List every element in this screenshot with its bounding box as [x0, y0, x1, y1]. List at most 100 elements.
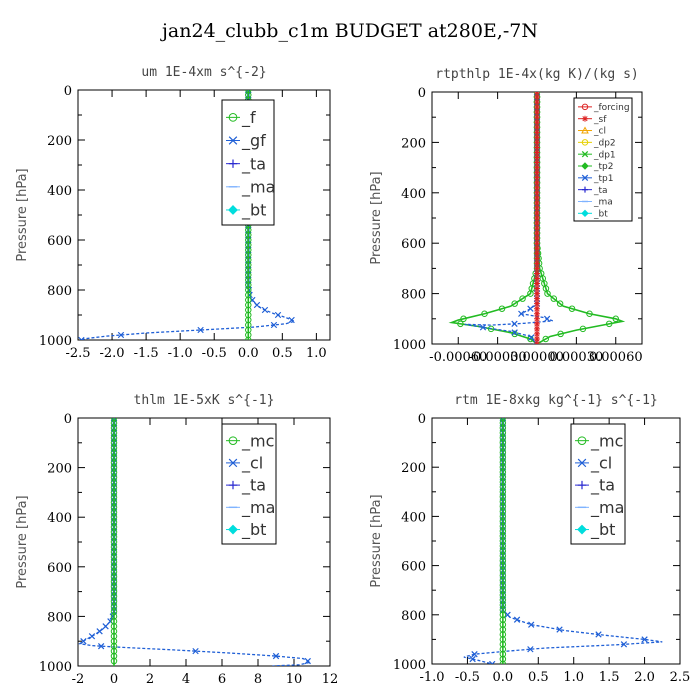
figure-title: jan24_clubb_c1m BUDGET at280E,-7N [162, 20, 538, 42]
data-marker [110, 588, 118, 595]
data-marker [534, 330, 540, 337]
legend-marker [577, 436, 587, 446]
data-marker [534, 220, 540, 227]
data-marker [586, 310, 593, 318]
data-marker [110, 533, 118, 541]
data-marker [499, 586, 507, 594]
data-marker [534, 189, 540, 196]
legend-entry-label: _cl [590, 453, 612, 473]
data-marker [499, 636, 507, 643]
data-marker [499, 616, 507, 623]
data-marker [579, 325, 587, 333]
y-tick-label: 1000 [39, 660, 72, 675]
data-marker [499, 483, 507, 491]
data-marker [489, 660, 496, 664]
data-marker [97, 642, 105, 650]
data-marker [534, 300, 540, 307]
data-marker [499, 522, 507, 530]
legend-entry-label: _bt [593, 209, 608, 219]
data-marker [110, 528, 118, 536]
data-marker [499, 518, 507, 525]
data-marker [110, 583, 118, 590]
data-marker [499, 582, 507, 589]
data-marker [534, 94, 540, 101]
data-marker [534, 265, 540, 272]
x-tick-label: 4 [182, 672, 190, 687]
y-tick-label: 600 [47, 234, 72, 249]
data-marker [534, 124, 540, 131]
data-marker [612, 315, 619, 323]
data-marker [534, 159, 540, 166]
data-marker [534, 245, 540, 252]
data-marker [499, 650, 507, 658]
data-marker [499, 418, 507, 422]
x-tick-label: -2 [72, 672, 85, 687]
data-marker [110, 593, 118, 600]
data-marker [534, 209, 540, 216]
data-marker [96, 628, 103, 635]
legend-entry-label: _ta [241, 476, 266, 496]
x-tick-label: 0.5 [528, 670, 549, 685]
legend: _mc_cl _ta_ma_bt [570, 423, 626, 545]
data-marker [270, 321, 278, 329]
data-marker [519, 295, 526, 302]
data-marker [534, 270, 540, 277]
data-marker [499, 577, 507, 584]
legend-entry-label: _dp2 [593, 139, 616, 149]
data-marker [110, 459, 118, 466]
x-tick-label: 2.0 [634, 670, 655, 685]
x-tick-label: 0.0 [493, 670, 514, 685]
y-tick-label: 1000 [39, 334, 72, 349]
data-marker [534, 215, 540, 221]
data-marker [499, 655, 507, 663]
panel-title: rtm 1E-8xkg kg^{-1} s^{-1} [454, 393, 658, 408]
y-tick-label: 200 [401, 461, 426, 476]
x-tick-label: -1.0 [419, 670, 444, 685]
data-marker [534, 285, 540, 292]
data-marker [499, 478, 507, 486]
data-marker [245, 336, 252, 340]
y-tick-label: 0 [418, 86, 426, 101]
data-marker [534, 199, 540, 206]
data-marker [499, 439, 507, 446]
data-marker [110, 642, 118, 650]
x-tick-label: -0.5 [202, 346, 227, 361]
y-tick-label: 400 [47, 511, 72, 526]
data-marker [499, 449, 507, 456]
legend-entry-label: _mc [590, 431, 623, 451]
data-marker [534, 235, 540, 242]
legend-entry-label: _ma [241, 177, 275, 197]
data-marker [110, 578, 118, 585]
y-axis-label: Pressure [hPa] [369, 171, 384, 264]
data-marker [511, 320, 518, 328]
data-marker [499, 493, 507, 500]
data-marker [110, 568, 118, 576]
legend: _mc_cl _ta_ma_bt [221, 423, 277, 545]
data-marker [192, 647, 199, 655]
data-marker [534, 335, 540, 342]
data-marker [499, 660, 507, 664]
data-marker [110, 474, 118, 481]
legend-marker [228, 458, 238, 468]
data-marker [110, 464, 118, 471]
data-marker [534, 225, 540, 232]
data-marker [110, 499, 118, 506]
data-marker [499, 532, 507, 540]
data-marker [534, 169, 540, 176]
data-marker [110, 419, 118, 427]
legend-entry-label: _tp2 [593, 162, 613, 172]
data-marker [534, 99, 540, 106]
x-tick-label: -2.5 [65, 346, 90, 361]
data-marker [110, 647, 118, 655]
data-marker [481, 310, 488, 318]
data-marker [110, 543, 118, 551]
legend-marker [581, 151, 589, 158]
data-marker [534, 134, 540, 141]
series-line [448, 92, 538, 344]
data-marker [110, 538, 118, 546]
data-marker [499, 626, 507, 633]
data-marker [534, 280, 540, 287]
x-tick-label: -1.5 [134, 346, 159, 361]
data-marker [499, 463, 507, 471]
